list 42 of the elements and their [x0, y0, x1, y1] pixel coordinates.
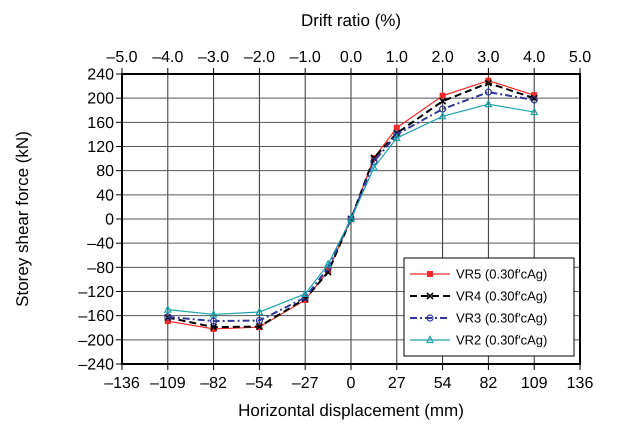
- x-tick-label: –54: [246, 375, 273, 392]
- y-tick-label: 240: [87, 66, 114, 84]
- x2-tick-label: –5.0: [106, 49, 138, 66]
- y-tick-label: –80: [87, 260, 114, 277]
- x-tick-label: –136: [104, 375, 140, 392]
- y-tick-label: 0: [105, 212, 114, 228]
- x2-tick-label: 1.0: [386, 49, 408, 66]
- x2-tick-label: –4.0: [152, 49, 184, 66]
- x-tick-label: 136: [566, 375, 594, 392]
- legend-label: VR4 (0.30f′cAg): [456, 288, 548, 304]
- x-tick-label: 54: [434, 375, 452, 392]
- x2-tick-label: 3.0: [477, 49, 500, 66]
- x-tick-label: 0: [346, 375, 356, 392]
- x2-tick-label: 4.0: [523, 49, 546, 66]
- x-tick-label: 82: [480, 375, 498, 392]
- legend-label: VR5 (0.30f′cAg): [456, 266, 548, 282]
- y-tick-label: –40: [87, 236, 114, 253]
- y-tick-label: 160: [87, 114, 114, 132]
- x-tick-label: –109: [150, 375, 186, 392]
- x2-tick-label: –2.0: [244, 49, 276, 66]
- y-tick-label: 200: [87, 90, 114, 108]
- legend-label: VR2 (0.30f′cAg): [456, 332, 548, 348]
- x-tick-label: –27: [292, 375, 319, 392]
- x-tick-label: –82: [200, 375, 228, 392]
- x2-tick-label: –3.0: [198, 49, 230, 66]
- x2-tick-label: 0.0: [340, 49, 362, 66]
- y-tick-label: 40: [96, 187, 114, 204]
- y-tick-label: –200: [78, 332, 114, 350]
- x-axis-title: Horizontal displacement (mm): [238, 401, 464, 420]
- x-tick-label: 27: [388, 375, 406, 392]
- x2-tick-label: 2.0: [431, 49, 454, 66]
- y-axis-title: Storey shear force (kN): [13, 131, 32, 307]
- x-tick-label: 109: [520, 375, 548, 392]
- x2-axis-title: Drift ratio (%): [300, 11, 402, 30]
- y-tick-label: 80: [96, 163, 114, 180]
- x2-tick-label: –1.0: [290, 49, 321, 66]
- y-tick-label: –240: [78, 356, 114, 374]
- legend-label: VR3 (0.30f′cAg): [456, 310, 548, 326]
- y-tick-label: –160: [78, 308, 114, 326]
- x2-tick-label: 5.0: [568, 49, 592, 66]
- y-tick-label: 120: [87, 139, 114, 156]
- y-tick-label: –120: [78, 284, 114, 301]
